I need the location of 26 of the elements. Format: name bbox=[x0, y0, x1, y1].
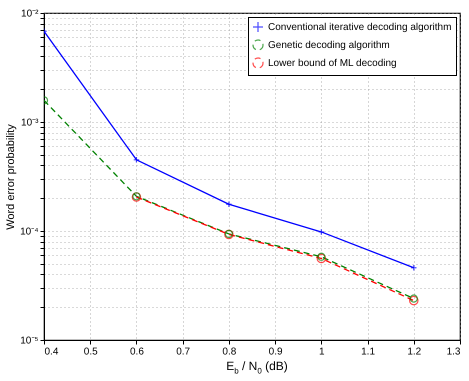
y-tick-label: 10⁻² bbox=[21, 8, 40, 20]
x-tick-label: 0.4 bbox=[44, 346, 59, 358]
x-tick-label: 1.1 bbox=[361, 346, 376, 358]
legend-label: Lower bound of ML decoding bbox=[268, 58, 397, 69]
legend-label: Genetic decoding algorithm bbox=[268, 40, 390, 51]
x-tick-label: 1.2 bbox=[407, 346, 422, 358]
y-axis-title: Word error probability bbox=[5, 124, 18, 230]
x-tick-label: 0.5 bbox=[84, 346, 98, 358]
x-tick-label: 1 bbox=[319, 346, 326, 358]
point bbox=[316, 254, 326, 264]
point bbox=[408, 296, 419, 306]
point bbox=[226, 200, 232, 208]
point bbox=[318, 228, 325, 236]
x-tick-label: 1.3 bbox=[446, 346, 461, 358]
point bbox=[133, 156, 140, 164]
point bbox=[317, 252, 326, 261]
x-tick-label: 0.7 bbox=[176, 346, 191, 358]
y-tick-label: 10⁻⁵ bbox=[20, 336, 38, 346]
x-axis-title: E$_{b}$ / N$_{0}$ (dB) bbox=[225, 359, 289, 376]
x-tick-label: 0.8 bbox=[222, 346, 237, 358]
legend-label: Conventional iterative decoding algorithm bbox=[268, 22, 452, 33]
y-tick-label: 10⁻³ bbox=[21, 118, 40, 128]
point bbox=[410, 294, 418, 303]
x-tick-label: 0.6 bbox=[130, 346, 144, 358]
x-tick-label: 0.9 bbox=[268, 346, 283, 358]
y-tick-label: 10⁻⁴ bbox=[20, 226, 38, 238]
